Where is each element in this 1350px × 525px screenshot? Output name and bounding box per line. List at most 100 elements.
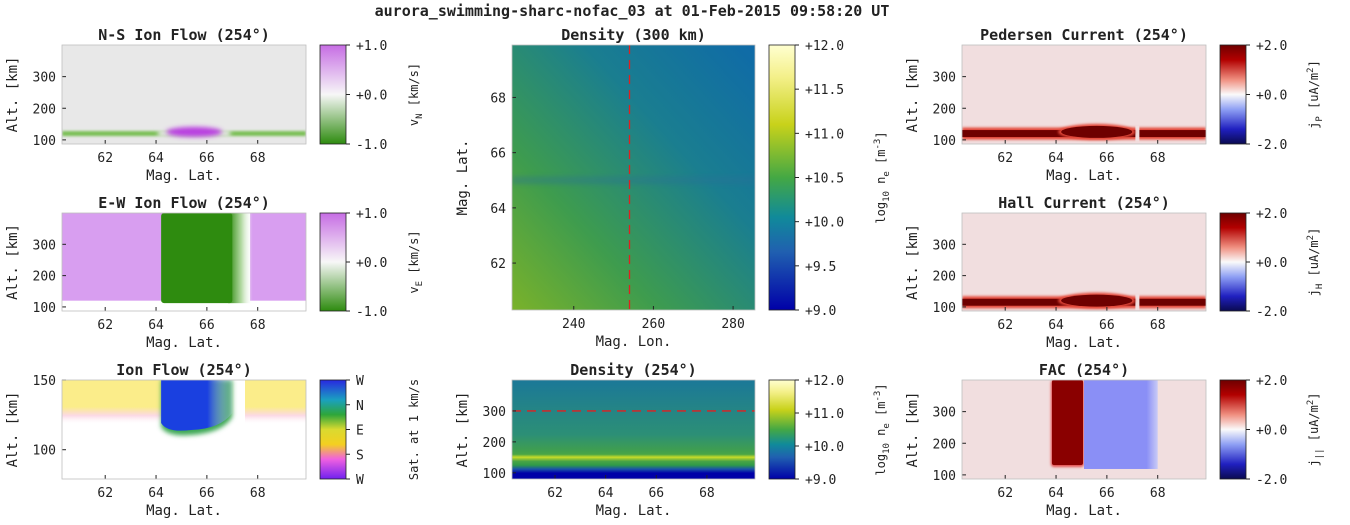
colorbar-tick-label: -2.0 bbox=[1256, 305, 1287, 320]
y-tick-label: 300 bbox=[33, 238, 56, 253]
colorbar-tick-label: S bbox=[356, 448, 364, 463]
colorbar-tick-label: N bbox=[356, 399, 364, 414]
x-tick-label: 62 bbox=[547, 486, 563, 501]
x-tick-label: 68 bbox=[1150, 318, 1166, 333]
x-axis-label: Mag. Lat. bbox=[1046, 168, 1122, 184]
colorbar-label: vE [km/s] bbox=[407, 230, 425, 293]
flow-region-center bbox=[161, 213, 233, 304]
plot-area bbox=[62, 45, 306, 144]
x-tick-label: 62 bbox=[997, 486, 1013, 501]
y-tick-label: 300 bbox=[483, 405, 506, 420]
y-tick-label: 200 bbox=[933, 437, 956, 452]
colorbar-tick-label: +9.5 bbox=[805, 260, 836, 275]
colorbar: +2.0 +0.0 -2.0 jH [uA/m2] bbox=[1219, 207, 1325, 320]
x-tick-label: 64 bbox=[148, 318, 164, 333]
colorbar-tick-label: -1.0 bbox=[356, 138, 387, 153]
y-tick-label: 100 bbox=[933, 134, 956, 149]
axes-frame bbox=[61, 212, 307, 312]
flow-region-east bbox=[250, 213, 306, 301]
colorbar-tick-label: +0.0 bbox=[1256, 89, 1287, 104]
colorbar-gradient bbox=[319, 379, 347, 480]
x-tick-label: 64 bbox=[148, 151, 164, 166]
colorbar: +12.0 +11.5 +11.0 +10.5 +10.0 +9.5 +9.0 log10 n… bbox=[768, 39, 892, 319]
colorbar: +2.0 +0.0 -2.0 jP [uA/m2] bbox=[1219, 39, 1325, 153]
flow-transition bbox=[228, 213, 253, 304]
current-bulge bbox=[1061, 125, 1133, 138]
plot-area bbox=[62, 213, 306, 311]
x-tick-label: 260 bbox=[642, 317, 665, 332]
axes-frame bbox=[511, 379, 756, 480]
heatmap-background bbox=[512, 380, 755, 479]
panel-hall_current: Hall Current (254°) 62 64 66 68 Mag. Lat. 100 2… bbox=[905, 194, 1325, 351]
y-axis-label: Alt. [km] bbox=[905, 224, 921, 300]
colorbar-tick-label: +12.0 bbox=[805, 39, 844, 54]
plot-area bbox=[962, 45, 1206, 144]
x-tick-label: 62 bbox=[997, 318, 1013, 333]
colorbar-label: jH [uA/m2] bbox=[1306, 228, 1325, 297]
y-tick-label: 100 bbox=[933, 469, 956, 484]
y-axis-label: Alt. [km] bbox=[5, 57, 21, 133]
panel-title: Pedersen Current (254°) bbox=[980, 26, 1188, 44]
colorbar-gradient bbox=[768, 379, 796, 480]
panel-title: Ion Flow (254°) bbox=[116, 361, 251, 379]
current-gap bbox=[1135, 294, 1140, 311]
colorbar-tick-label: +0.0 bbox=[356, 89, 387, 104]
x-tick-label: 280 bbox=[721, 317, 744, 332]
y-tick-label: 68 bbox=[490, 91, 506, 106]
panel-ew_ion_flow: E-W Ion Flow (254°) 62 64 66 68 Mag. Lat. 100 2… bbox=[5, 194, 425, 351]
y-axis-label: Alt. [km] bbox=[455, 392, 471, 468]
y-tick-label: 100 bbox=[483, 467, 506, 482]
x-tick-label: 64 bbox=[598, 486, 614, 501]
flow-region-center bbox=[161, 380, 233, 431]
x-axis-label: Mag. Lat. bbox=[146, 335, 222, 351]
colorbar: +1.0 +0.0 -1.0 vE [km/s] bbox=[319, 207, 425, 320]
colorbar-tick-label: -1.0 bbox=[356, 305, 387, 320]
flow-patch bbox=[166, 126, 223, 137]
x-axis-label: Mag. Lat. bbox=[146, 503, 222, 519]
y-tick-label: 64 bbox=[490, 202, 506, 217]
current-bulge bbox=[1061, 294, 1133, 307]
y-tick-label: 100 bbox=[33, 134, 56, 149]
colorbar-tick-label: +1.0 bbox=[356, 207, 387, 222]
x-tick-label: 68 bbox=[250, 486, 266, 501]
axes-frame bbox=[61, 379, 307, 480]
y-tick-label: 100 bbox=[933, 301, 956, 316]
panel-title: N-S Ion Flow (254°) bbox=[98, 26, 270, 44]
colorbar-tick-label: +9.0 bbox=[805, 473, 836, 488]
x-tick-label: 66 bbox=[1099, 318, 1115, 333]
panel-title: Density (254°) bbox=[570, 361, 696, 379]
axes-frame bbox=[961, 379, 1207, 480]
x-tick-label: 68 bbox=[1150, 486, 1166, 501]
plot-area bbox=[962, 380, 1206, 479]
colorbar-tick-label: +1.0 bbox=[356, 39, 387, 54]
x-axis-label: Mag. Lon. bbox=[596, 334, 672, 350]
x-axis-label: Mag. Lat. bbox=[1046, 503, 1122, 519]
x-tick-label: 62 bbox=[997, 151, 1013, 166]
x-tick-label: 66 bbox=[199, 486, 215, 501]
x-tick-label: 66 bbox=[648, 486, 664, 501]
x-tick-label: 68 bbox=[250, 318, 266, 333]
x-axis-label: Mag. Lat. bbox=[1046, 335, 1122, 351]
axes-frame bbox=[961, 44, 1207, 145]
colorbar-label: jP [uA/m2] bbox=[1306, 60, 1325, 129]
y-tick-label: 100 bbox=[33, 444, 56, 459]
flow-region-west bbox=[62, 213, 164, 301]
fac-upward bbox=[1051, 380, 1083, 465]
colorbar-gradient bbox=[1219, 212, 1247, 312]
colorbar-tick-label: +2.0 bbox=[1256, 39, 1287, 54]
colorbar-tick-label: +10.5 bbox=[805, 172, 844, 187]
y-tick-label: 200 bbox=[483, 436, 506, 451]
y-tick-label: 200 bbox=[933, 270, 956, 285]
panel-density_254: Density (254°) 62 64 66 68 Mag. Lat. 100 200 300… bbox=[455, 361, 892, 519]
colorbar-label: j|| [uA/m2] bbox=[1306, 392, 1325, 466]
x-tick-label: 64 bbox=[1048, 151, 1064, 166]
y-tick-label: 66 bbox=[490, 147, 506, 162]
colorbar-tick-label: +12.0 bbox=[805, 374, 844, 389]
panel-ns_ion_flow: N-S Ion Flow (254°) 62 64 66 68 Mag. Lat. 100 2… bbox=[5, 26, 425, 184]
fac-downward bbox=[1084, 380, 1158, 469]
x-axis-label: Mag. Lat. bbox=[146, 168, 222, 184]
y-axis-label: Alt. [km] bbox=[905, 57, 921, 133]
density-trough bbox=[512, 176, 755, 185]
x-tick-label: 62 bbox=[97, 486, 113, 501]
